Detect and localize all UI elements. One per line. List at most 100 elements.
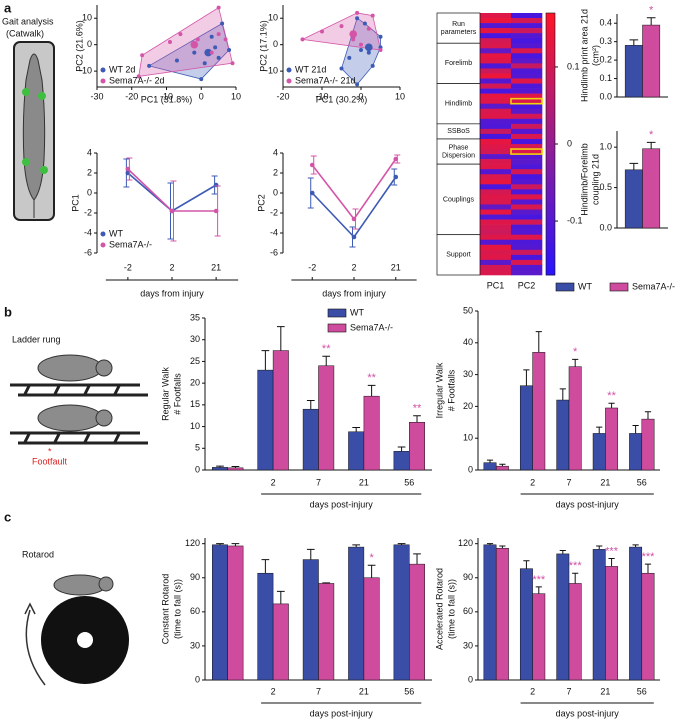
point	[393, 156, 399, 162]
colorbar-step	[546, 229, 555, 237]
y-tick-label: -6	[84, 247, 92, 257]
point	[169, 208, 175, 214]
group-box	[436, 138, 481, 165]
bar	[212, 544, 228, 681]
line	[127, 168, 217, 212]
heatmap-cell	[511, 43, 543, 49]
y-axis-label: Accelerated Rotarod	[434, 568, 444, 650]
colorbar-step	[546, 170, 555, 178]
y-tick-label: 60	[463, 606, 473, 616]
bar	[212, 467, 228, 471]
y-tick-label: 0	[87, 39, 92, 49]
point	[216, 32, 221, 37]
bar	[495, 547, 509, 681]
group-box	[436, 83, 481, 125]
y-tick-label: -2	[270, 207, 278, 217]
point	[309, 190, 315, 196]
y-tick-label: 30	[190, 334, 200, 344]
colorbar-step	[546, 58, 555, 66]
colorbar-step	[546, 150, 555, 158]
error-bar	[629, 162, 639, 170]
y-tick-label: 0.0	[599, 222, 612, 232]
bar	[592, 549, 606, 681]
bar	[556, 399, 570, 471]
y-axis-label: Irregular Walk	[434, 362, 444, 418]
point	[351, 37, 356, 42]
error-bar	[276, 326, 285, 351]
colorbar-step	[546, 157, 555, 165]
heatmap-cell	[480, 189, 512, 195]
error-bar	[629, 39, 639, 46]
y-tick-label: 1.0	[599, 142, 612, 152]
panel-label: c	[4, 509, 11, 524]
x-tick-label: 2	[530, 686, 535, 696]
point	[220, 21, 225, 26]
x-tick-label: -20	[125, 91, 138, 101]
bar	[272, 603, 289, 681]
significance: ***	[605, 545, 619, 557]
colorbar-step	[546, 104, 555, 112]
colorbar-step	[546, 98, 555, 106]
heatmap-cell	[511, 63, 543, 69]
significance: **	[367, 372, 376, 384]
point	[300, 37, 305, 42]
error-bar	[608, 557, 615, 567]
legend-marker	[286, 67, 292, 73]
heatmap-cell	[480, 78, 512, 84]
point	[192, 50, 197, 55]
bar	[409, 563, 425, 681]
point	[355, 82, 360, 87]
y-tick-label: 0	[195, 674, 200, 684]
colorbar-step	[546, 111, 555, 119]
x-tick-label: -20	[276, 91, 289, 101]
colorbar-step	[546, 137, 555, 145]
point	[393, 174, 399, 180]
bar	[568, 583, 582, 681]
y-axis-label: coupling 21d	[590, 154, 600, 205]
heatmap-cell	[480, 98, 512, 104]
legend-swatch	[327, 323, 347, 333]
hull	[138, 7, 234, 77]
legend-label: Sema7A-/-	[350, 322, 393, 332]
point	[216, 5, 221, 10]
y-tick-label: 20	[463, 401, 473, 411]
heatmap-cell	[511, 13, 543, 19]
heatmap-cell	[480, 249, 512, 256]
x-tick-label: 7	[566, 686, 571, 696]
heatmap-cell	[511, 229, 543, 235]
x-axis-label: days from injury	[140, 288, 204, 298]
heatmap-cell	[480, 254, 512, 261]
heatmap-cell	[480, 239, 512, 246]
y-axis-label: Regular Walk	[160, 367, 170, 421]
heatmap-cell	[480, 234, 512, 241]
y-tick-label: 30	[463, 369, 473, 379]
heatmap-cell	[511, 184, 543, 190]
heatmap-cell	[511, 179, 543, 185]
point	[178, 32, 183, 37]
error-bar	[596, 545, 603, 550]
colorbar-step	[546, 124, 555, 132]
heatmap-cell	[480, 229, 512, 235]
colorbar-step	[546, 52, 555, 60]
heatmap-cell	[511, 209, 543, 215]
colorbar-step	[546, 117, 555, 125]
heatmap-cell	[511, 133, 543, 140]
x-tick-label: 21	[359, 686, 369, 696]
colorbar-step	[546, 248, 555, 256]
bar	[302, 408, 319, 471]
colorbar-step	[546, 163, 555, 171]
heatmap-cell	[511, 28, 543, 34]
colorbar-step	[546, 261, 555, 269]
colorbar-step	[546, 45, 555, 53]
x-axis-label: days post-injury	[310, 499, 374, 509]
significance: *	[573, 346, 578, 358]
heatmap-cell	[511, 38, 543, 44]
group-label: Forelimb	[445, 60, 472, 67]
bar	[393, 544, 410, 681]
y-tick-label: 40	[463, 337, 473, 347]
point	[370, 13, 375, 18]
point	[213, 45, 218, 50]
heatmap-cell	[511, 249, 543, 256]
heatmap-cell	[480, 199, 512, 205]
error-bar	[559, 549, 566, 554]
